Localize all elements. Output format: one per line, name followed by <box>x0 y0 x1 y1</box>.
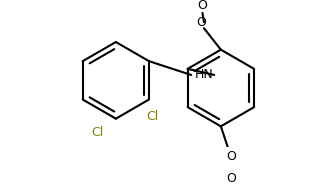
Text: Cl: Cl <box>91 126 104 139</box>
Text: O: O <box>226 151 236 163</box>
Text: O: O <box>198 0 207 12</box>
Text: O: O <box>196 16 206 29</box>
Text: HN: HN <box>195 68 214 82</box>
Text: Cl: Cl <box>146 110 158 123</box>
Text: O: O <box>226 172 236 184</box>
